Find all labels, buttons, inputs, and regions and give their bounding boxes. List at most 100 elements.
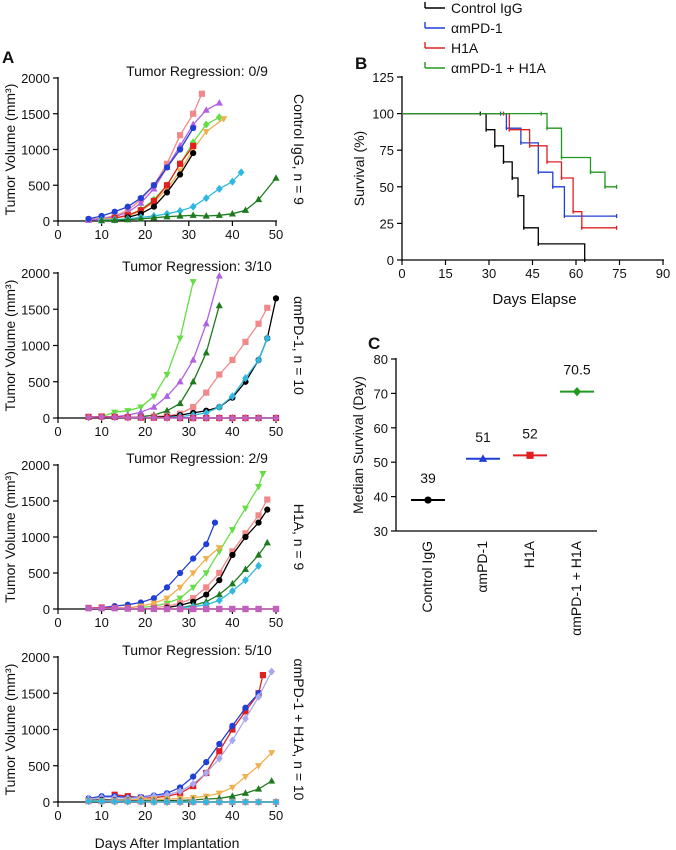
data-point xyxy=(203,541,210,548)
data-point xyxy=(254,483,263,491)
y-axis-label: Tumor Volume (mm³) xyxy=(2,84,18,216)
y-tick-label: 50 xyxy=(374,455,388,470)
data-point xyxy=(137,207,144,214)
y-tick-label: 500 xyxy=(28,566,50,581)
data-point xyxy=(190,149,197,157)
data-point xyxy=(272,174,280,181)
y-tick-label: 2000 xyxy=(21,650,50,665)
data-point xyxy=(190,404,197,411)
data-point xyxy=(137,195,144,202)
y-tick-label: 1000 xyxy=(21,143,50,158)
data-point xyxy=(215,797,223,807)
data-point xyxy=(137,797,145,806)
data-point xyxy=(176,584,184,592)
data-point xyxy=(198,90,205,97)
y-tick-label: 40 xyxy=(374,490,388,505)
data-point xyxy=(163,164,171,171)
data-point xyxy=(242,714,249,723)
x-tick-label: 0 xyxy=(54,808,61,823)
group-label: αmPD-1, n = 10 xyxy=(291,296,307,395)
x-tick-label: 10 xyxy=(94,424,108,439)
y-tick-label: 500 xyxy=(28,178,50,193)
data-point xyxy=(215,272,223,279)
data-point xyxy=(176,335,184,343)
data-label: 70.5 xyxy=(563,362,590,378)
data-point xyxy=(85,215,92,222)
tumor-series xyxy=(85,90,205,223)
y-tick-label: 500 xyxy=(28,375,50,390)
data-point xyxy=(124,203,131,210)
data-point xyxy=(98,797,106,806)
series-line xyxy=(88,671,273,800)
x-tick-label: 20 xyxy=(138,808,152,823)
data-point xyxy=(137,404,145,411)
x-tick-label: 30 xyxy=(182,424,196,439)
data-point xyxy=(215,790,223,798)
data-point xyxy=(150,182,158,189)
x-tick-label: 10 xyxy=(94,615,108,630)
data-point xyxy=(124,797,132,806)
y-tick-label: 0 xyxy=(43,214,50,229)
data-point xyxy=(202,348,210,356)
data-point xyxy=(237,168,245,177)
y-tick-label: 1500 xyxy=(21,494,50,509)
data-point xyxy=(163,605,171,613)
data-point xyxy=(137,408,145,415)
data-point xyxy=(228,209,236,217)
data-point xyxy=(163,413,171,423)
data-point xyxy=(85,797,92,806)
chart-title: Tumor Regression: 0/9 xyxy=(126,63,268,79)
data-label: 51 xyxy=(475,429,491,445)
x-tick-label: 0 xyxy=(54,615,61,630)
data-point xyxy=(255,512,262,519)
data-point xyxy=(163,584,171,591)
y-axis-label: Tumor Volume (mm³) xyxy=(2,471,18,603)
data-point xyxy=(163,182,171,189)
y-axis-label: Survival (%) xyxy=(351,131,367,206)
data-point xyxy=(137,413,145,422)
data-point xyxy=(242,605,249,613)
data-point xyxy=(150,797,158,807)
data-point xyxy=(202,408,210,417)
data-point xyxy=(255,605,262,613)
data-point xyxy=(190,555,197,562)
legend-label: αmPD-1 xyxy=(451,20,503,36)
x-tick-label: 0 xyxy=(398,266,405,281)
data-point xyxy=(272,797,280,807)
data-point xyxy=(176,569,184,577)
data-point xyxy=(163,392,171,399)
data-point xyxy=(259,471,267,478)
data-point xyxy=(189,377,197,385)
series-line xyxy=(101,116,220,221)
data-point xyxy=(215,113,223,122)
data-point xyxy=(203,584,210,591)
data-point xyxy=(176,605,184,613)
data-point xyxy=(216,577,223,584)
data-point xyxy=(202,555,210,563)
category-label: Control IgG xyxy=(419,541,435,613)
data-point xyxy=(229,356,236,364)
x-tick-label: 20 xyxy=(138,227,152,242)
data-point xyxy=(255,692,262,701)
x-tick-label: 60 xyxy=(569,266,583,281)
series-line xyxy=(140,473,264,609)
x-tick-label: 20 xyxy=(138,615,152,630)
y-tick-label: 0 xyxy=(43,411,50,426)
x-tick-label: 10 xyxy=(94,808,108,823)
data-point xyxy=(137,605,144,612)
data-point xyxy=(111,797,119,806)
data-point xyxy=(202,413,210,423)
data-point xyxy=(228,177,236,186)
y-tick-label: 1500 xyxy=(21,107,50,122)
data-point xyxy=(216,605,223,613)
y-tick-label: 2000 xyxy=(21,458,50,473)
data-point xyxy=(176,797,184,807)
y-tick-label: 75 xyxy=(380,143,394,158)
x-tick-label: 40 xyxy=(225,808,239,823)
data-point xyxy=(163,595,171,603)
data-point xyxy=(189,584,197,592)
x-tick-label: 10 xyxy=(94,227,108,242)
tumor-series xyxy=(111,672,267,801)
data-point xyxy=(255,561,262,570)
y-tick-label: 80 xyxy=(374,352,388,367)
